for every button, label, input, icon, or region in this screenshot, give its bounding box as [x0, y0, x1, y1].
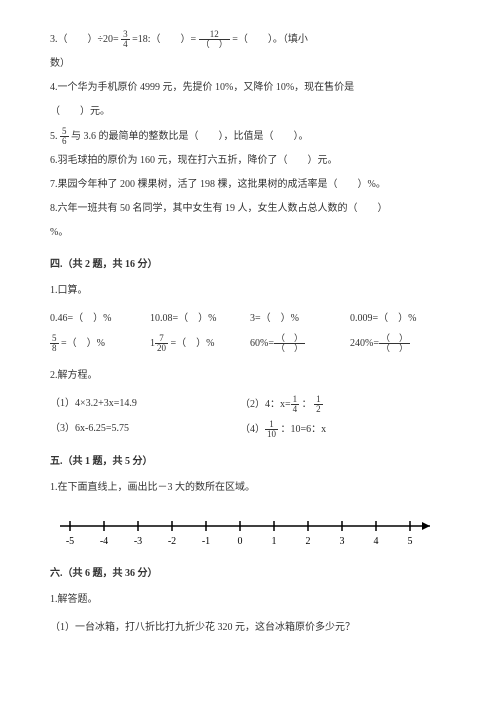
s4-q1: 1.口算。: [50, 282, 450, 300]
frac-12-blank: 12（ ）: [199, 30, 230, 49]
svg-text:5: 5: [408, 536, 413, 547]
calc-r2d: 240%=（ ）（ ）: [350, 334, 450, 353]
q4-line2: （ ）元。: [50, 103, 450, 121]
section-4-title: 四.（共 2 题，共 16 分）: [50, 256, 450, 274]
q8-l1: 8.六年一班共有 50 名同学，其中女生有 19 人，女生人数占总人数的（ ）: [50, 200, 450, 218]
svg-text:-1: -1: [202, 536, 210, 547]
svg-text:-4: -4: [100, 536, 108, 547]
calc-r1b: 10.08=（ ）%: [150, 310, 250, 328]
eq-row2: （3）6x-6.25=5.75 （4）110 ：10=6：x: [50, 420, 450, 439]
frac-3-4: 34: [121, 30, 130, 49]
q3-line2: 数）: [50, 55, 450, 73]
calc-r2a: 58 =（ ）%: [50, 334, 150, 353]
q3-line1: 3.（ ）÷20= 34 =18:（ ）= 12（ ） =（ ）。（填小: [50, 30, 450, 49]
frac-5-6: 56: [60, 127, 69, 146]
svg-text:4: 4: [374, 536, 379, 547]
q8-l2: %。: [50, 224, 450, 242]
svg-text:-5: -5: [66, 536, 74, 547]
s4-q2: 2.解方程。: [50, 367, 450, 385]
calc-row2: 58 =（ ）% 1720 =（ ）% 60%=（ ）（ ） 240%=（ ）（…: [50, 334, 450, 353]
s6-sub1: （1）一台冰箱，打八折比打九折少花 320 元，这台冰箱原价多少元？: [50, 619, 450, 637]
s5-q1: 1.在下面直线上，画出比－3 大的数所在区域。: [50, 479, 450, 497]
svg-text:1: 1: [272, 536, 277, 547]
calc-r1a: 0.46=（ ）%: [50, 310, 150, 328]
eq1: （1）4×3.2+3x=14.9: [50, 395, 210, 414]
q6: 6.羽毛球拍的原价为 160 元，现在打六五折，降价了（ ）元。: [50, 152, 450, 170]
calc-r2b: 1720 =（ ）%: [150, 334, 250, 353]
calc-r1c: 3=（ ）%: [250, 310, 350, 328]
calc-row1: 0.46=（ ）% 10.08=（ ）% 3=（ ）% 0.009=（ ）%: [50, 310, 450, 328]
number-line: -5 -4 -3 -2 -1 0 1 2 3 4 5: [50, 511, 450, 551]
q5-line: 5. 56 与 3.6 的最简单的整数比是（ ），比值是（ ）。: [50, 127, 450, 146]
svg-text:0: 0: [238, 536, 243, 547]
q7: 7.果园今年种了 200 棵果树，活了 198 棵，这批果树的成活率是（ ）%。: [50, 176, 450, 194]
q3-prefix: 3.（ ）÷20=: [50, 34, 121, 45]
svg-text:-2: -2: [168, 536, 176, 547]
q3-mid1: =18:（ ）=: [132, 34, 199, 45]
svg-text:2: 2: [306, 536, 311, 547]
q5-prefix: 5.: [50, 131, 60, 142]
svg-text:-3: -3: [134, 536, 142, 547]
q5-rest: 与 3.6 的最简单的整数比是（ ），比值是（ ）。: [71, 131, 309, 142]
calc-r2c: 60%=（ ）（ ）: [250, 334, 350, 353]
section-5-title: 五.（共 1 题，共 5 分）: [50, 453, 450, 471]
calc-r1d: 0.009=（ ）%: [350, 310, 450, 328]
eq-row1: （1）4×3.2+3x=14.9 （2）4：x=14 ： 12: [50, 395, 450, 414]
eq2: （2）4：x=14 ： 12: [240, 395, 323, 414]
eq4: （4）110 ：10=6：x: [240, 420, 326, 439]
eq3: （3）6x-6.25=5.75: [50, 420, 210, 439]
svg-text:3: 3: [340, 536, 345, 547]
section-6-title: 六.（共 6 题，共 36 分）: [50, 565, 450, 583]
q4-line1: 4.一个华为手机原价 4999 元，先提价 10%，又降价 10%，现在售价是: [50, 79, 450, 97]
q3-mid2: =（ ）。（填小: [232, 34, 308, 45]
s6-q1: 1.解答题。: [50, 591, 450, 609]
